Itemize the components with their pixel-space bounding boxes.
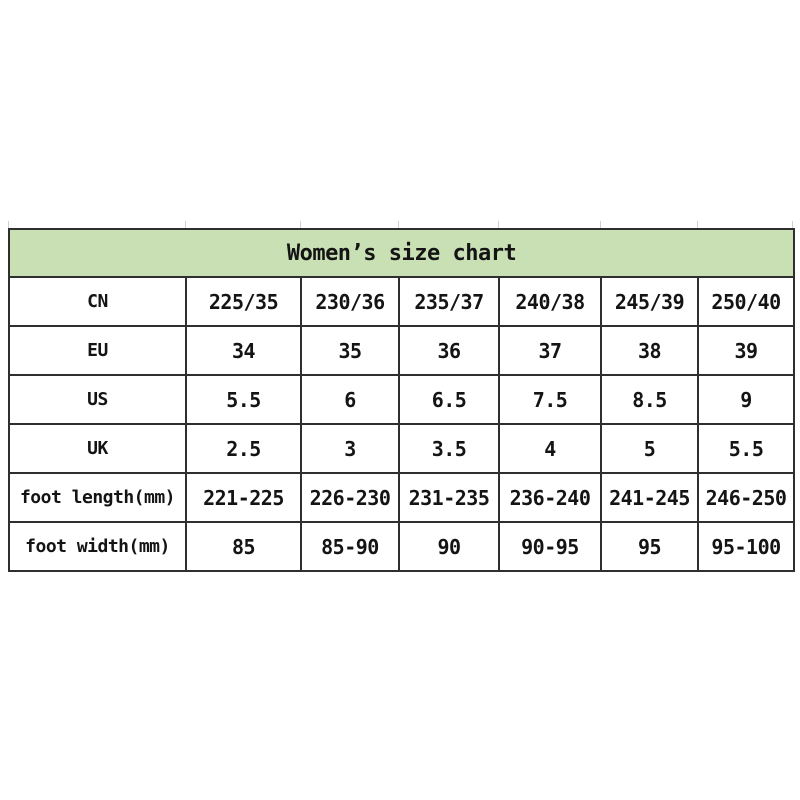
size-cell: 38 — [600, 325, 699, 376]
column-tick — [300, 221, 301, 228]
table-row: foot width(mm) 85 85-90 90 90-95 95 95-100 — [8, 521, 796, 572]
size-cell: 5.5 — [696, 423, 796, 474]
size-cell: 85-90 — [300, 521, 400, 572]
size-cell: 241-245 — [600, 472, 699, 523]
column-tick — [8, 221, 9, 228]
size-cell: 6 — [300, 374, 400, 425]
size-cell: 235/37 — [398, 276, 500, 327]
size-cell: 245/39 — [600, 276, 699, 327]
column-tick — [697, 221, 698, 228]
row-label: US — [8, 374, 187, 425]
row-label: foot length(mm) — [8, 472, 187, 523]
size-cell: 37 — [498, 325, 602, 376]
size-cell: 36 — [398, 325, 500, 376]
size-cell: 225/35 — [185, 276, 302, 327]
size-cell: 90 — [398, 521, 500, 572]
title-row: Women’s size chart — [7, 228, 796, 278]
size-cell: 221-225 — [185, 472, 302, 523]
table-row: foot length(mm) 221-225 226-230 231-235 236-… — [8, 472, 796, 523]
table-row: EU 34 35 36 37 38 39 — [8, 325, 796, 376]
size-cell: 250/40 — [696, 276, 796, 327]
size-cell: 34 — [185, 325, 302, 376]
size-cell: 95 — [600, 521, 699, 572]
row-label: EU — [8, 325, 187, 376]
row-label: UK — [8, 423, 187, 474]
size-cell: 90-95 — [498, 521, 602, 572]
size-cell: 3 — [300, 423, 400, 474]
column-tick — [792, 221, 793, 228]
size-cell: 4 — [498, 423, 602, 474]
table-row: UK 2.5 3 3.5 4 5 5.5 — [8, 423, 796, 474]
row-label: CN — [8, 276, 187, 327]
table-title: Women’s size chart — [7, 228, 796, 278]
column-tick — [600, 221, 601, 228]
size-chart-table: Women’s size chart CN 225/35 230/36 235/37 2… — [7, 228, 796, 572]
size-cell: 85 — [185, 521, 302, 572]
size-cell: 226-230 — [300, 472, 400, 523]
size-cell: 5 — [600, 423, 699, 474]
size-cell: 9 — [696, 374, 796, 425]
table-row: CN 225/35 230/36 235/37 240/38 245/39 250/40 — [8, 276, 796, 327]
size-cell: 2.5 — [185, 423, 302, 474]
column-tick — [398, 221, 399, 228]
size-cell: 95-100 — [696, 521, 796, 572]
size-cell: 246-250 — [696, 472, 796, 523]
column-tick — [498, 221, 499, 228]
size-cell: 7.5 — [498, 374, 602, 425]
size-cell: 230/36 — [300, 276, 400, 327]
row-label: foot width(mm) — [8, 521, 187, 572]
size-cell: 39 — [696, 325, 796, 376]
size-cell: 3.5 — [398, 423, 500, 474]
grid-tick-marks — [0, 221, 800, 229]
size-cell: 240/38 — [498, 276, 602, 327]
table-row: US 5.5 6 6.5 7.5 8.5 9 — [8, 374, 796, 425]
size-cell: 8.5 — [600, 374, 699, 425]
size-cell: 35 — [300, 325, 400, 376]
column-tick — [185, 221, 186, 228]
size-cell: 231-235 — [398, 472, 500, 523]
size-cell: 6.5 — [398, 374, 500, 425]
table-body: CN 225/35 230/36 235/37 240/38 245/39 250/40 EU… — [8, 276, 796, 572]
size-cell: 236-240 — [498, 472, 602, 523]
size-cell: 5.5 — [185, 374, 302, 425]
